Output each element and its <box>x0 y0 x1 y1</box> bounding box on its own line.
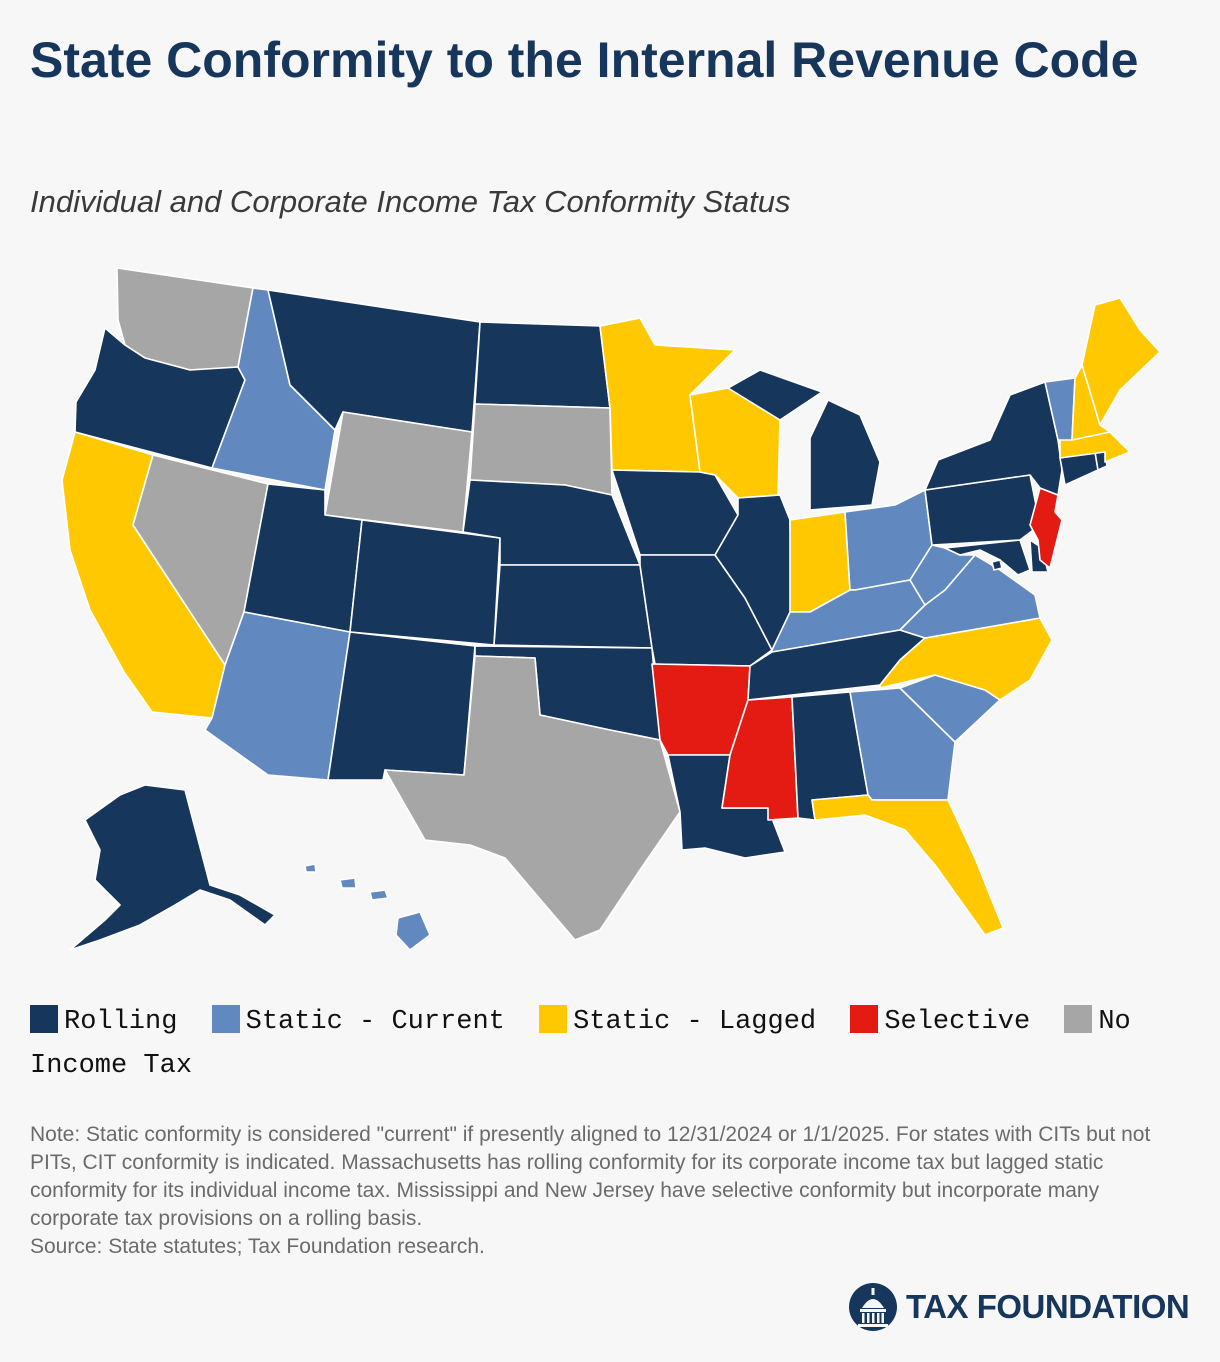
map-legend: Rolling Static - Current Static - Lagged… <box>30 1000 1150 1088</box>
footnote: Note: Static conformity is considered "c… <box>30 1121 1180 1261</box>
state-NJ[interactable] <box>1029 487 1063 569</box>
note-text: Note: Static conformity is considered "c… <box>30 1123 1151 1230</box>
state-NM[interactable] <box>327 631 476 781</box>
legend-label: Selective <box>884 1007 1031 1037</box>
state-TX[interactable] <box>384 655 681 941</box>
capitol-dome-icon <box>849 1283 897 1331</box>
state-WY[interactable] <box>324 411 473 533</box>
legend-swatch-no-income-tax <box>1064 1005 1093 1033</box>
source-text: Source: State statutes; Tax Foundation r… <box>30 1235 485 1258</box>
legend-label: Rolling <box>64 1007 178 1037</box>
state-ME[interactable] <box>1081 297 1161 426</box>
state-MI[interactable] <box>727 369 881 511</box>
state-KS[interactable] <box>493 564 653 649</box>
state-ND[interactable] <box>474 321 611 409</box>
legend-item: Static - Lagged <box>539 1005 817 1037</box>
legend-label: Static - Current <box>245 1007 505 1037</box>
legend-swatch-selective <box>850 1005 879 1033</box>
state-HI[interactable] <box>304 863 431 951</box>
state-NH[interactable] <box>1071 364 1111 441</box>
state-AK[interactable] <box>69 784 276 951</box>
legend-item: No Income Tax <box>30 1005 1131 1081</box>
legend-item: Rolling <box>30 1005 178 1037</box>
us-map <box>0 250 1220 970</box>
state-MD[interactable] <box>944 539 1031 576</box>
state-NY[interactable] <box>924 381 1063 496</box>
state-VT[interactable] <box>1044 377 1076 441</box>
legend-swatch-rolling <box>30 1005 58 1033</box>
legend-swatch-static-lagged <box>539 1005 568 1033</box>
legend-label: Static - Lagged <box>573 1007 817 1037</box>
legend-item: Static - Current <box>211 1005 505 1037</box>
page-title: State Conformity to the Internal Revenue… <box>30 32 1139 88</box>
legend-item: Selective <box>850 1005 1031 1037</box>
us-map-svg <box>61 267 1161 951</box>
legend-label: No Income Tax <box>30 1007 1131 1081</box>
brand-name: TAX FOUNDATION <box>906 1288 1190 1325</box>
page-subtitle: Individual and Corporate Income Tax Conf… <box>30 184 791 219</box>
state-CO[interactable] <box>349 519 501 646</box>
state-FL[interactable] <box>811 794 1004 936</box>
tax-foundation-logo: TAX FOUNDATION <box>848 1282 1190 1332</box>
state-DC[interactable] <box>991 559 1003 571</box>
legend-swatch-static-current <box>211 1005 240 1033</box>
